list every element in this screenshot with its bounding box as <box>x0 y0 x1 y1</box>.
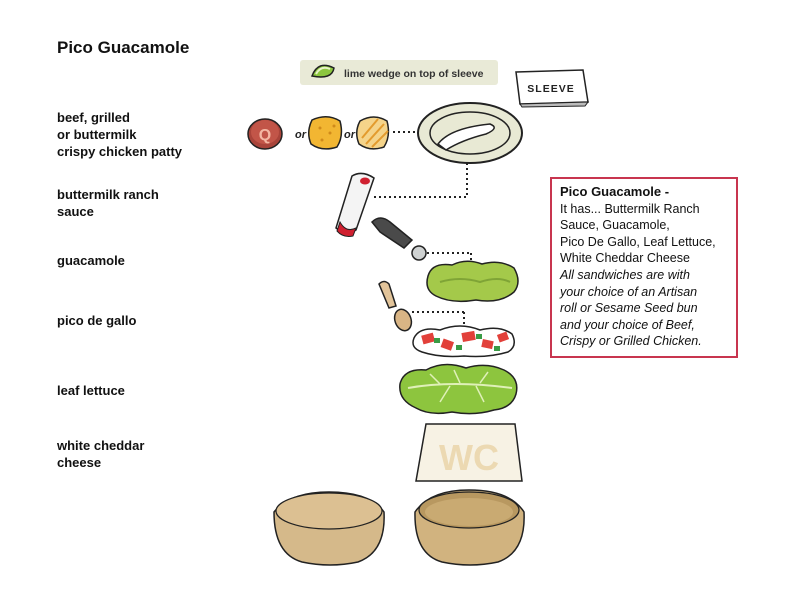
bun-bottom-left-icon <box>273 491 385 566</box>
lime-note-text: lime wedge on top of sleeve <box>344 68 484 80</box>
label-pico: pico de gallo <box>57 313 137 328</box>
crispy-chicken-patty-icon <box>308 116 343 150</box>
label-patty: beef, grilled or buttermilk crispy chick… <box>57 109 227 160</box>
leaf-lettuce-icon <box>399 363 518 415</box>
info-line-3: Pico De Gallo, Leaf Lettuce, <box>560 234 716 249</box>
white-cheddar-icon: WC <box>415 423 523 482</box>
cheese-badge: WC <box>439 437 499 478</box>
info-box: Pico Guacamole - It has... Buttermilk Ra… <box>550 177 738 358</box>
lime-note: lime wedge on top of sleeve <box>300 60 498 85</box>
grilled-chicken-patty-icon <box>356 116 390 150</box>
lime-note-background <box>300 60 498 85</box>
info-italic-line-4: and your choice of Beef, <box>560 317 695 332</box>
sleeve-card: SLEEVE <box>515 69 590 108</box>
pico-de-gallo-icon <box>412 325 515 358</box>
label-cheese-line-2: cheese <box>57 455 102 470</box>
sleeve-label: SLEEVE <box>527 83 574 95</box>
info-line-4: White Cheddar Cheese <box>560 251 690 266</box>
pico-spoon-icon <box>378 280 413 332</box>
label-cheese-line-1: white cheddar <box>57 438 145 453</box>
info-italic-line-3: roll or Sesame Seed bun <box>560 301 698 316</box>
info-heading: Pico Guacamole - <box>560 184 670 199</box>
lime-wedge-icon <box>310 64 335 78</box>
info-italic-line-5: Crispy or Grilled Chicken. <box>560 334 702 349</box>
beef-patty-icon: Q <box>247 118 283 150</box>
info-line-2: Sauce, Guacamole, <box>560 218 670 233</box>
page-title: Pico Guacamole <box>57 38 190 57</box>
label-sauce: buttermilk ranch sauce <box>57 186 227 220</box>
label-patty-line-3: crispy chicken patty <box>57 144 182 159</box>
guacamole-scoop-icon <box>370 217 427 261</box>
info-italic-line-2: your choice of an Artisan <box>560 284 698 299</box>
ranch-sauce-bottle-icon <box>335 172 375 237</box>
label-patty-line-1: beef, grilled <box>57 110 130 125</box>
label-cheese: white cheddar cheese <box>57 437 227 471</box>
patty-or-2: or <box>344 129 356 141</box>
label-sauce-line-2: sauce <box>57 204 94 219</box>
patty-or-1: or <box>295 129 307 141</box>
sleeve-wrap-icon <box>417 102 523 164</box>
label-guacamole: guacamole <box>57 253 125 268</box>
label-sauce-line-1: buttermilk ranch <box>57 187 159 202</box>
info-italic-line-1: All sandwiches are with <box>560 267 690 282</box>
label-patty-line-2: or buttermilk <box>57 127 137 142</box>
label-lettuce: leaf lettuce <box>57 383 125 398</box>
guacamole-icon <box>426 260 519 303</box>
info-line-1: It has... Buttermilk Ranch <box>560 201 700 216</box>
patty-badge: Q <box>259 127 271 144</box>
bun-bottom-right-icon <box>414 489 525 566</box>
